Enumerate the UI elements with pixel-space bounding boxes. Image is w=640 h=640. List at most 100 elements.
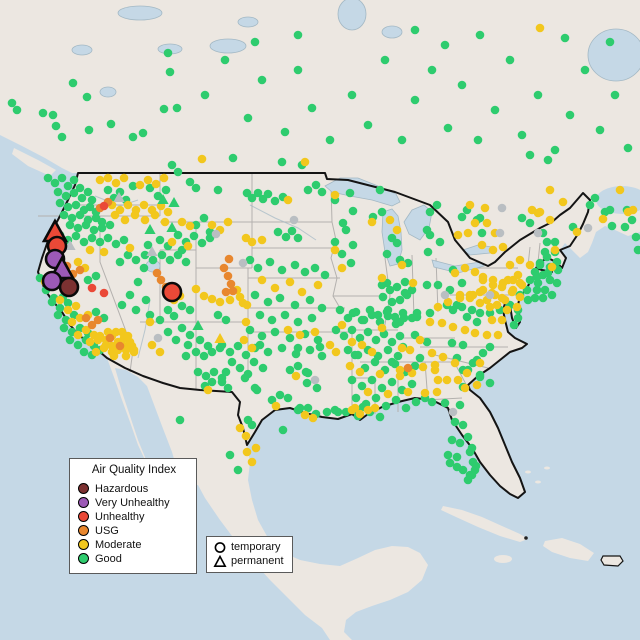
station-dot-good [293, 343, 303, 353]
station-dot-usg [75, 265, 85, 275]
aqi-legend-label: Unhealthy [95, 510, 145, 523]
station-dot-good [245, 325, 255, 335]
station-dot-good [395, 317, 405, 327]
station-dot-moderate [300, 157, 310, 167]
station-dot-good [407, 379, 417, 389]
station-dot-moderate [460, 263, 470, 273]
pei-island [606, 216, 622, 222]
station-dot-good [53, 310, 63, 320]
station-dot-good [263, 347, 273, 357]
station-dot-good [71, 200, 81, 210]
station-dot-good [387, 357, 397, 367]
station-dot-good [370, 357, 380, 367]
station-dot-good [395, 331, 405, 341]
station-dot-good [357, 381, 367, 391]
station-dot-moderate [453, 230, 463, 240]
station-dot-moderate [283, 195, 293, 205]
station-dot-moderate [67, 317, 77, 327]
station-dot-good [463, 475, 473, 485]
station-dot-good [375, 412, 385, 422]
station-dot-good [525, 275, 535, 285]
station-dot-good [7, 98, 17, 108]
station-dot-good [397, 135, 407, 145]
station-dot-good [371, 335, 381, 345]
station-dot-good [97, 223, 107, 233]
station-dot-moderate [185, 221, 195, 231]
station-dot-good [89, 225, 99, 235]
station-dot-moderate [493, 330, 503, 340]
station-dot-good [163, 48, 173, 58]
station-dot-good [455, 400, 465, 410]
jamaica [494, 555, 512, 563]
station-dot-good [440, 398, 450, 408]
station-dot-moderate [465, 293, 475, 303]
station-dot-good [155, 235, 165, 245]
station-dot-no_data [153, 333, 163, 343]
station-dot-good [631, 232, 640, 242]
station-dot-good [75, 183, 85, 193]
station-dot-usg [403, 363, 413, 373]
station-dot-good [97, 217, 107, 227]
station-dot-moderate [151, 179, 161, 189]
station-dot-good [458, 340, 468, 350]
station-dot-usg [228, 286, 238, 296]
station-dot-good [367, 375, 377, 385]
station-dot-good [221, 367, 231, 377]
station-dot-moderate [120, 215, 130, 225]
station-dot-good [552, 278, 562, 288]
station-dot-good [91, 307, 101, 317]
station-dot-moderate [337, 320, 347, 330]
station-dot-no_data [583, 223, 593, 233]
station-dot-moderate [470, 328, 480, 338]
station-dot-moderate [163, 207, 173, 217]
station-dot-moderate [535, 23, 545, 33]
station-dot-moderate [448, 322, 458, 332]
station-dot-moderate [111, 327, 121, 337]
station-dot-good [55, 303, 65, 313]
station-dot-good [255, 310, 265, 320]
station-dot-good [253, 263, 263, 273]
station-dot-moderate [450, 358, 460, 368]
station-dot-good [131, 255, 141, 265]
station-dot-good [467, 443, 477, 453]
station-dot-moderate [159, 173, 169, 183]
station-dot-usg [226, 279, 236, 289]
station-dot-moderate [350, 403, 360, 413]
station-dot-good [303, 185, 313, 195]
station-dot-good [171, 335, 181, 345]
station-dot-good [423, 247, 433, 257]
station-dot-good [530, 293, 540, 303]
station-dot-moderate [513, 270, 523, 280]
station-dot-moderate [91, 347, 101, 357]
station-dot-moderate [498, 242, 508, 252]
station-dot-good [293, 65, 303, 75]
aqi-legend-label: USG [95, 524, 119, 537]
station-dot-good [302, 378, 312, 388]
station-dot-moderate [257, 275, 267, 285]
aqi-legend-title: Air Quality Index [91, 464, 177, 476]
station-dot-good [317, 303, 327, 313]
station-dot-good [195, 335, 205, 345]
station-dot-good [84, 125, 94, 135]
station-dot-good [310, 263, 320, 273]
station-dot-good [83, 187, 93, 197]
station-dot-moderate [129, 345, 139, 355]
station-dot-good [345, 188, 355, 198]
station-dot-good [191, 347, 201, 357]
station-dot-good [143, 240, 153, 250]
station-dot-good [83, 275, 93, 285]
temporary-label: temporary [231, 541, 281, 553]
station-dot-good [447, 338, 457, 348]
station-dot-moderate [295, 330, 305, 340]
large-markers-layer [41, 218, 183, 303]
station-dot-moderate [313, 280, 323, 290]
station-dot-good [290, 300, 300, 310]
station-dot-good [87, 195, 97, 205]
station-dot-good [275, 390, 285, 400]
station-dot-moderate [300, 410, 310, 420]
station-dot-no_data [495, 228, 505, 238]
station-dot-moderate [515, 278, 525, 288]
station-dot-moderate [503, 275, 513, 285]
station-dot-moderate [85, 245, 95, 255]
station-dot-good [540, 285, 550, 295]
